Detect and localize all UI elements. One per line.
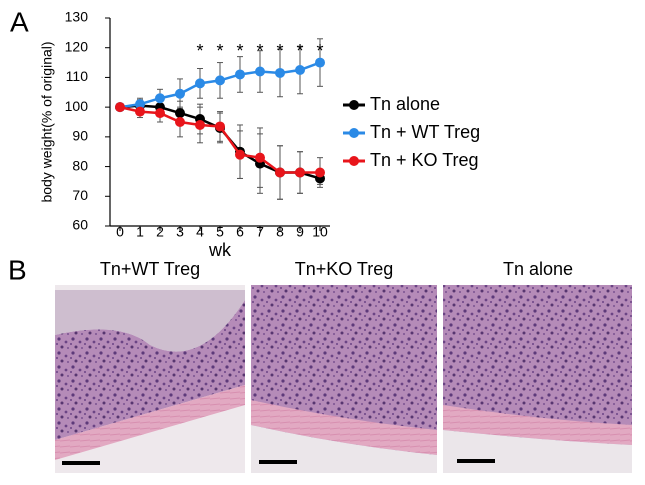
x-tick-label: 0	[116, 224, 124, 240]
point	[135, 106, 145, 117]
y-tick-label: 100	[65, 98, 89, 114]
point	[135, 99, 145, 110]
image-title: Tn+WT Treg	[100, 259, 200, 279]
muscle-layer	[443, 405, 632, 445]
image-title: Tn+KO Treg	[295, 259, 394, 279]
point	[275, 167, 285, 178]
y-tick-label: 120	[65, 38, 89, 54]
point	[155, 93, 165, 104]
tissue	[55, 290, 245, 352]
muscle-layer	[55, 385, 245, 460]
x-tick-label: 2	[156, 224, 164, 240]
x-tick-label: 1	[136, 224, 144, 240]
point	[235, 69, 245, 80]
point	[315, 167, 325, 178]
image-title: Tn alone	[503, 259, 573, 279]
y-tick-label: 80	[72, 157, 88, 173]
point	[155, 108, 165, 119]
y-axis-label: body weight(% of original)	[39, 41, 55, 202]
y-tick-label: 60	[72, 217, 88, 233]
significance-mark: *	[196, 41, 203, 61]
x-tick-label: 9	[296, 224, 304, 240]
point	[255, 66, 265, 77]
significance-mark: *	[316, 41, 323, 61]
point	[175, 117, 185, 127]
x-tick-label: 4	[196, 224, 204, 240]
panel-label: B	[8, 254, 27, 285]
x-tick-label: 7	[256, 224, 264, 240]
tissue	[55, 300, 245, 440]
point	[275, 67, 285, 78]
significance-mark: *	[296, 41, 303, 61]
point	[235, 149, 245, 160]
legend-label: Tn + KO Treg	[370, 150, 479, 170]
point	[115, 102, 125, 113]
significance-mark: *	[216, 41, 223, 61]
y-tick-label: 130	[65, 9, 89, 25]
point	[295, 65, 305, 75]
legend-marker	[349, 128, 359, 138]
panel-label: A	[10, 6, 29, 37]
x-tick-label: 6	[236, 224, 244, 240]
point	[195, 78, 205, 89]
x-tick-label: 10	[312, 224, 328, 240]
histology-images	[55, 285, 632, 473]
y-tick-label: 110	[66, 68, 89, 84]
y-tick-label: 70	[72, 187, 88, 203]
legend-label: Tn + WT Treg	[370, 122, 480, 142]
x-tick-label: 8	[276, 224, 284, 240]
legend-label: Tn alone	[370, 94, 440, 114]
point	[215, 121, 225, 132]
point	[315, 57, 325, 68]
x-axis-label: wk	[208, 240, 232, 260]
point	[295, 167, 305, 178]
y-tick-label: 90	[72, 128, 88, 144]
legend-marker	[349, 156, 359, 166]
significance-mark: *	[256, 41, 263, 61]
muscle-layer	[251, 400, 437, 455]
point	[175, 108, 185, 119]
significance-mark: *	[236, 41, 243, 61]
point	[215, 75, 225, 86]
x-tick-label: 5	[216, 224, 224, 240]
point	[195, 119, 205, 130]
plot: 60 70 80 90 100 110 120 130 0 1 2 3 4 5 6 7 8 9 10 * * * * * * * T…	[65, 9, 481, 240]
x-tick-label: 3	[176, 224, 184, 240]
image-background	[251, 425, 437, 473]
significance-mark: *	[276, 41, 283, 61]
point	[255, 152, 265, 163]
legend-marker	[349, 100, 359, 110]
point	[175, 88, 185, 99]
